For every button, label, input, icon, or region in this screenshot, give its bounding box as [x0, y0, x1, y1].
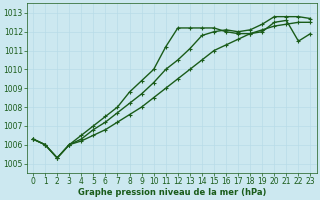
- X-axis label: Graphe pression niveau de la mer (hPa): Graphe pression niveau de la mer (hPa): [77, 188, 266, 197]
